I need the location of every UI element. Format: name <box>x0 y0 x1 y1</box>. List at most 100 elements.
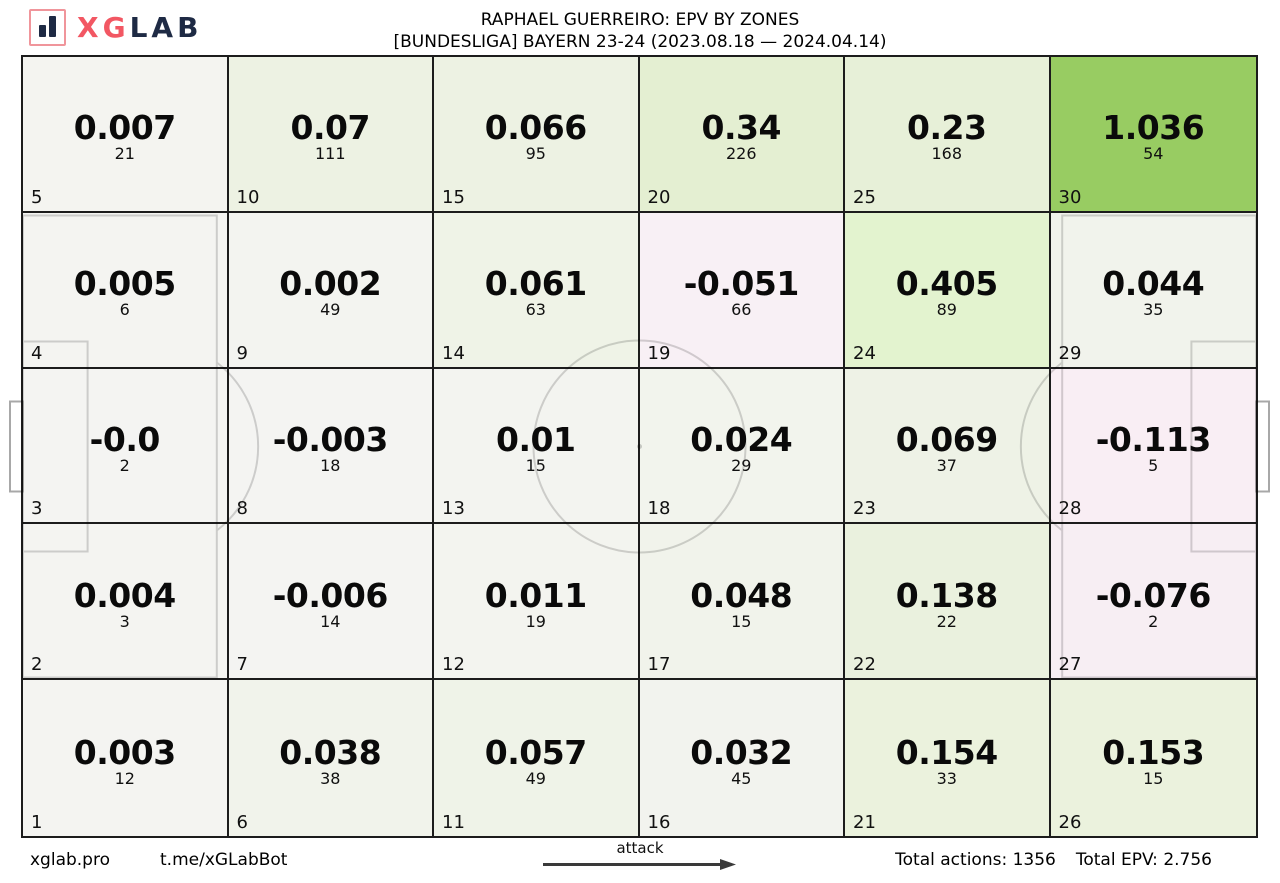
left-goal <box>9 400 24 493</box>
zone-epv-value: 0.002 <box>279 264 382 304</box>
zone-cell-24: 0.405 89 24 <box>845 212 1051 369</box>
zone-epv-value: -0.0 <box>89 419 161 459</box>
zone-epv-value: 0.005 <box>73 264 176 304</box>
zone-actions-count: 49 <box>525 768 546 788</box>
zone-actions-count: 226 <box>725 144 757 164</box>
page-title: RAPHAEL GUERREIRO: EPV BY ZONES <box>480 10 800 30</box>
attack-direction: attack <box>540 839 740 876</box>
telegram-link: t.me/xGLabBot <box>160 850 288 870</box>
zone-values: 1.036 54 <box>1051 57 1257 211</box>
zone-epv-value: 0.07 <box>290 108 371 148</box>
zone-cell-30: 1.036 54 30 <box>1050 57 1257 213</box>
epv-zones-chart: 0.007 21 5 0.07 111 10 0.066 95 15 0.34 226 20 0.23 1… <box>9 55 1270 838</box>
zone-cell-4: 0.005 6 4 <box>23 212 229 369</box>
zone-actions-count: 6 <box>119 300 130 320</box>
zone-values: 0.069 37 <box>845 369 1049 523</box>
zone-epv-value: 0.138 <box>895 575 998 615</box>
zone-epv-value: 0.048 <box>690 575 793 615</box>
zone-number: 26 <box>1058 812 1082 833</box>
zone-number: 29 <box>1058 342 1082 364</box>
zone-epv-value: -0.006 <box>272 575 389 615</box>
zone-cell-17: 0.048 15 17 <box>639 524 845 681</box>
zone-epv-value: 0.154 <box>895 732 998 772</box>
zone-values: 0.066 95 <box>434 57 638 211</box>
zone-number: 7 <box>236 654 248 676</box>
brand-name: XGLAB <box>77 9 202 46</box>
zone-values: 0.23 168 <box>845 57 1049 211</box>
zone-actions-count: 49 <box>320 300 341 320</box>
zone-cell-16: 0.032 45 16 <box>639 680 845 836</box>
zone-cell-25: 0.23 168 25 <box>845 57 1051 213</box>
zone-epv-value: -0.003 <box>272 419 389 459</box>
zone-number: 16 <box>647 812 671 833</box>
zone-cell-15: 0.066 95 15 <box>434 57 640 213</box>
brand-name-lab: LAB <box>129 11 203 44</box>
zone-cell-9: 0.002 49 9 <box>228 212 434 369</box>
zone-actions-count: 111 <box>314 144 346 164</box>
chart-titles: RAPHAEL GUERREIRO: EPV BY ZONES [BUNDESL… <box>0 10 1280 53</box>
zone-number: 19 <box>647 342 671 364</box>
attack-arrow-icon <box>543 859 736 870</box>
page-subtitle: [BUNDESLIGA] BAYERN 23-24 (2023.08.18 — … <box>393 31 887 52</box>
zone-actions-count: 45 <box>731 768 752 788</box>
zone-number: 28 <box>1058 498 1082 520</box>
zone-values: 0.153 15 <box>1051 680 1257 836</box>
zone-epv-value: 0.007 <box>73 108 176 148</box>
zone-number: 9 <box>236 342 248 364</box>
zone-cell-19: -0.051 66 19 <box>639 212 845 369</box>
zone-values: -0.0 2 <box>23 369 227 523</box>
zone-actions-count: 15 <box>731 611 752 631</box>
zones-grid: 0.007 21 5 0.07 111 10 0.066 95 15 0.34 226 20 0.23 1… <box>23 57 1256 836</box>
zone-cell-7: -0.006 14 7 <box>228 524 434 681</box>
zone-cell-2: 0.004 3 2 <box>23 524 229 681</box>
zone-epv-value: 0.23 <box>907 108 987 148</box>
zone-actions-count: 66 <box>731 300 752 320</box>
zone-number: 8 <box>236 498 248 520</box>
zone-number: 27 <box>1058 654 1082 676</box>
site-link: xglab.pro <box>30 850 110 870</box>
zone-cell-28: -0.113 5 28 <box>1050 368 1256 525</box>
zone-actions-count: 5 <box>1148 455 1159 475</box>
zone-epv-value: 0.061 <box>484 264 587 304</box>
zone-values: 0.003 12 <box>23 680 227 836</box>
attack-label: attack <box>616 839 664 857</box>
zone-cell-12: 0.011 19 12 <box>434 524 640 681</box>
zone-cell-22: 0.138 22 22 <box>845 524 1051 681</box>
zone-number: 21 <box>853 812 876 833</box>
header: XGLAB RAPHAEL GUERREIRO: EPV BY ZONES [B… <box>0 0 1280 55</box>
zone-number: 14 <box>442 342 465 364</box>
zone-values: 0.057 49 <box>434 680 638 836</box>
zone-epv-value: 0.057 <box>484 732 587 772</box>
zone-actions-count: 18 <box>320 455 341 475</box>
zone-number: 5 <box>31 186 43 208</box>
zone-epv-value: 0.004 <box>73 575 176 615</box>
zone-epv-value: 0.032 <box>690 732 793 772</box>
zone-values: 0.048 15 <box>640 524 844 678</box>
zone-values: 0.061 63 <box>434 213 638 367</box>
zone-number: 22 <box>853 654 876 676</box>
zone-number: 6 <box>236 812 248 833</box>
zone-number: 17 <box>647 654 671 676</box>
zone-cell-18: 0.024 29 18 <box>639 368 845 525</box>
zone-cell-23: 0.069 37 23 <box>845 368 1051 525</box>
zone-epv-value: 0.153 <box>1102 732 1205 772</box>
zone-values: -0.003 18 <box>229 369 433 523</box>
zone-number: 20 <box>647 186 671 208</box>
totals: Total actions: 1356 Total EPV: 2.756 <box>895 850 1212 870</box>
zone-actions-count: 33 <box>936 768 957 788</box>
zone-values: 0.005 6 <box>23 213 227 367</box>
zone-number: 24 <box>853 342 876 364</box>
zone-actions-count: 168 <box>931 144 963 164</box>
zone-values: 0.011 19 <box>434 524 638 678</box>
zone-cell-27: -0.076 2 27 <box>1050 524 1256 681</box>
zone-epv-value: 0.069 <box>895 419 998 459</box>
zone-number: 2 <box>31 654 43 676</box>
zone-actions-count: 15 <box>1143 768 1164 788</box>
zone-number: 18 <box>647 498 671 520</box>
zone-values: 0.154 33 <box>845 680 1049 836</box>
zone-values: 0.004 3 <box>23 524 227 678</box>
zone-number: 1 <box>31 812 43 833</box>
zone-actions-count: 29 <box>731 455 752 475</box>
zone-cell-20: 0.34 226 20 <box>639 57 845 213</box>
